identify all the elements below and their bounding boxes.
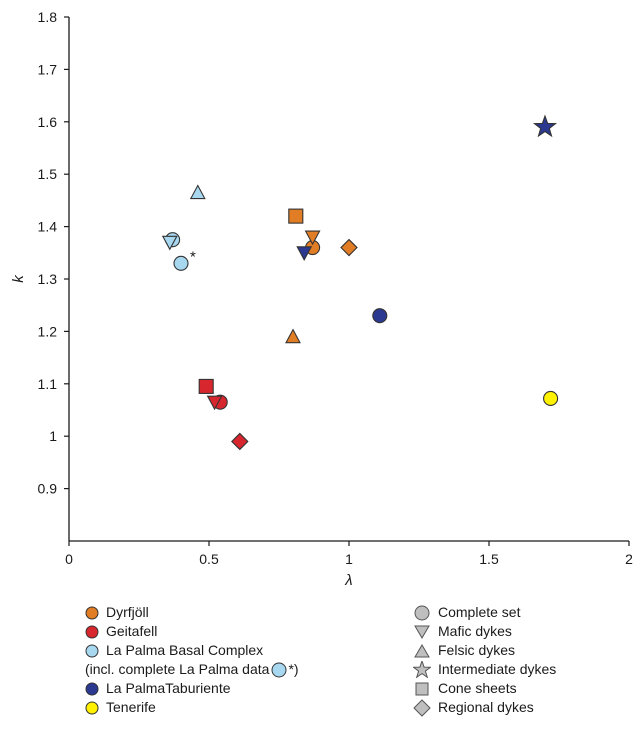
x-tick-label: 0 — [65, 551, 73, 567]
point-dyrfj-ll-diamond — [340, 238, 358, 257]
legend-label-complete-set: Complete set — [438, 604, 521, 620]
legend-item-complete-set: Complete set — [413, 603, 556, 622]
star-marker-icon — [413, 660, 431, 679]
point-geitafell-triangle-down — [206, 395, 223, 411]
legend-item-dyrfjoll: Dyrfjöll — [85, 603, 299, 622]
square-marker-icon — [415, 682, 429, 695]
triangle-down-marker-icon — [414, 625, 430, 639]
point-annotation-asterisk: * — [190, 248, 196, 265]
legend-item-intermediate-dykes: Intermediate dykes — [413, 660, 556, 679]
legend-swatch-la-palma-basal — [85, 644, 99, 657]
point-la-palmataburiente-triangle-down — [296, 246, 313, 261]
legend-item-regional-dykes: Regional dykes — [413, 698, 556, 717]
legend-label-tenerife: Tenerife — [106, 699, 156, 715]
point-dyrfj-ll-square — [288, 208, 304, 224]
legend-types: Complete set Mafic dykes Felsic dykes In… — [413, 603, 556, 717]
legend-note-prefix: (incl. complete La Palma data — [85, 661, 270, 677]
legend-swatch-tenerife — [85, 701, 99, 714]
y-tick-label: 1 — [49, 428, 57, 444]
legend-label-intermediate-dykes: Intermediate dykes — [438, 661, 557, 677]
legend-label-geitafell: Geitafell — [106, 623, 158, 639]
legend-item-felsic-dykes: Felsic dykes — [413, 641, 556, 660]
legend-label-la-palma-basal: La Palma Basal Complex — [106, 642, 264, 658]
data-points: * — [161, 114, 559, 451]
tick-labels: 0.9 1 1.1 1.2 1.3 1.4 1.5 1.6 1.7 1.8 0 0.5 1 1.5 2 — [38, 9, 634, 567]
y-tick-label: 1.1 — [38, 376, 58, 392]
legend-label-mafic-dykes: Mafic dykes — [438, 623, 512, 639]
legend-swatch-dyrfjoll — [85, 606, 99, 619]
y-tick-label: 0.9 — [38, 481, 58, 497]
triangle-up-marker-icon — [414, 643, 430, 657]
y-tick-label: 1.5 — [38, 166, 58, 182]
point-dyrfj-ll-triangle-down — [304, 230, 321, 246]
diamond-marker-icon — [413, 698, 431, 717]
legend-item-cone-sheets: Cone sheets — [413, 679, 556, 698]
axes — [64, 16, 630, 546]
scatter-chart: 0.911.11.21.31.41.51.61.71.80 0.5 1 1.5 2 λ … — [10, 9, 634, 589]
point-geitafell-diamond — [231, 432, 249, 451]
legend-note-circle-icon — [271, 662, 287, 677]
legend-label-la-palma-taburiente: La PalmaTaburiente — [106, 680, 231, 696]
legend-note: (incl. complete La Palma data *) — [85, 660, 299, 679]
point-tenerife-circle — [543, 390, 559, 407]
legend-label-felsic-dykes: Felsic dykes — [438, 642, 516, 658]
point-la-palma-basal-complex-triangle-up — [189, 184, 206, 200]
legend-swatch-geitafell — [85, 625, 99, 638]
legend-item-geitafell: Geitafell — [85, 622, 299, 641]
legend-label-dyrfjoll: Dyrfjöll — [106, 604, 149, 620]
point-la-palma-basal-complex-triangle-down — [161, 235, 178, 251]
point-dyrfj-ll-triangle-up — [285, 328, 301, 344]
point-geitafell-square — [198, 378, 214, 394]
legend-label-regional-dykes: Regional dykes — [438, 699, 534, 715]
y-tick-label: 1.3 — [38, 271, 58, 287]
point-la-palmataburiente-circle — [372, 308, 388, 324]
x-tick-label: 1.5 — [479, 551, 499, 567]
legend-locations: Dyrfjöll Geitafell La Palma Basal Comple… — [85, 603, 299, 717]
y-tick-label: 1.8 — [38, 9, 58, 25]
legend-note-suffix: *) — [288, 661, 299, 677]
y-tick-label: 1.2 — [38, 323, 58, 339]
x-tick-label: 0.5 — [199, 551, 219, 567]
legend-swatch-la-palma-taburiente — [85, 682, 99, 695]
point-la-palmataburiente-star — [532, 114, 558, 138]
y-tick-label: 1.4 — [38, 219, 58, 235]
circle-marker-icon — [414, 605, 430, 620]
y-tick-label: 1.6 — [38, 114, 58, 130]
y-tick-label: 1.7 — [38, 61, 58, 77]
x-tick-label: 1 — [345, 551, 353, 567]
legend-label-cone-sheets: Cone sheets — [438, 680, 517, 696]
point-la-palma-basal-complex-circle — [173, 255, 189, 271]
legend-item-la-palma-basal: La Palma Basal Complex — [85, 641, 299, 660]
legend-item-la-palma-taburiente: La PalmaTaburiente — [85, 679, 299, 698]
y-axis-title: k — [10, 274, 27, 283]
legend-item-tenerife: Tenerife — [85, 698, 299, 717]
x-tick-label: 2 — [625, 551, 633, 567]
legend-item-mafic-dykes: Mafic dykes — [413, 622, 556, 641]
x-axis-title: λ — [344, 572, 352, 589]
